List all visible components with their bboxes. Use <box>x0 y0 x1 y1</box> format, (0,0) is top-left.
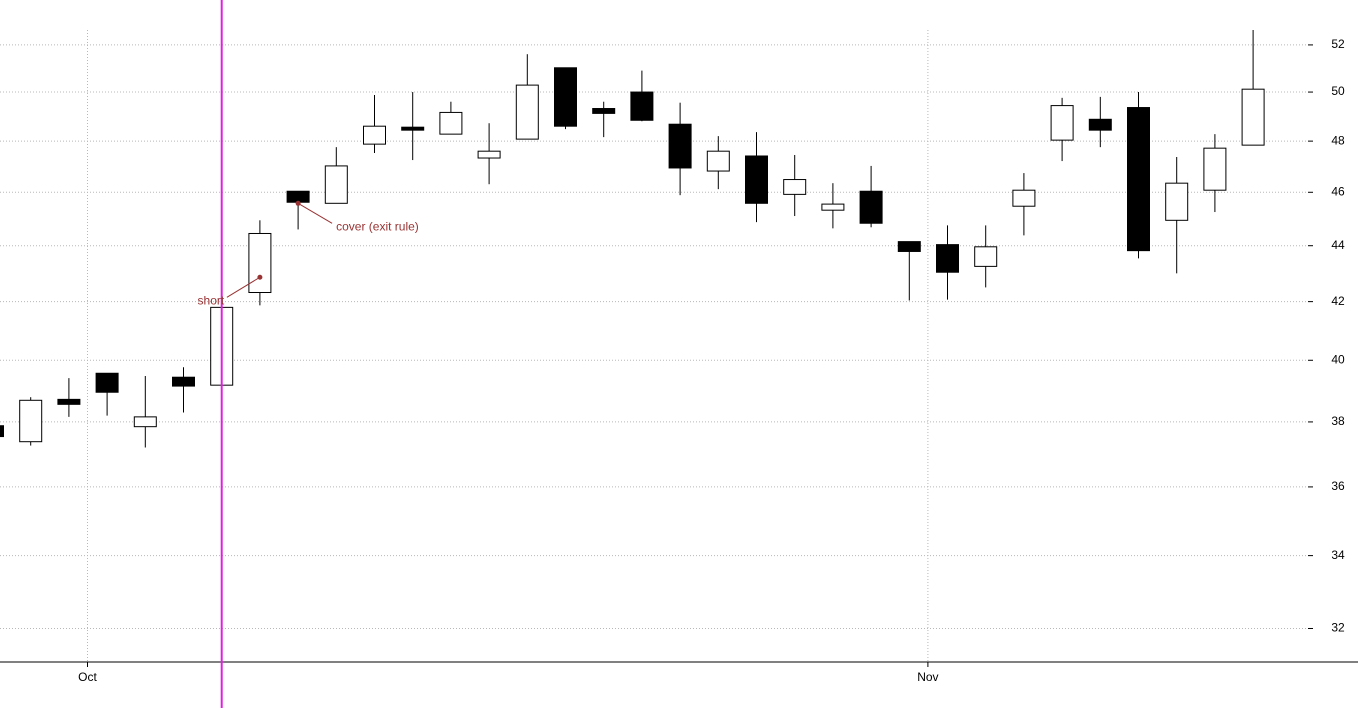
annotation-arrow <box>297 202 333 224</box>
candle-body <box>1088 118 1112 131</box>
candle-body <box>57 398 81 405</box>
candle-body <box>172 376 195 387</box>
candle-body <box>19 399 43 443</box>
candle-body <box>1012 189 1036 207</box>
candle-body <box>668 123 692 169</box>
candle-body <box>592 108 616 114</box>
candle-body <box>133 416 157 428</box>
candle-body <box>706 150 730 172</box>
candle-body <box>515 84 539 140</box>
candle-body <box>286 190 310 203</box>
candle-body <box>439 111 463 135</box>
candle-body <box>1241 88 1265 146</box>
x-tick-label: Oct <box>78 670 97 684</box>
y-tick-label: 52 <box>1331 37 1345 51</box>
candle-body <box>477 150 501 159</box>
candle-body <box>1165 182 1189 221</box>
candle-body <box>936 244 959 273</box>
y-tick-label: 34 <box>1331 548 1345 562</box>
y-tick-label: 40 <box>1331 352 1345 366</box>
candle-body <box>630 91 654 121</box>
candle-body <box>554 67 577 127</box>
annotation-label: short <box>198 293 225 307</box>
candle-body <box>897 241 921 252</box>
y-tick-label: 42 <box>1331 294 1345 308</box>
annotation-arrow <box>226 276 261 298</box>
annotation-point <box>295 200 301 206</box>
y-tick-label: 36 <box>1331 479 1345 493</box>
candle-body <box>401 126 425 131</box>
x-tick-label: Nov <box>917 670 938 684</box>
y-tick-label: 38 <box>1331 414 1345 428</box>
y-tick-label: 46 <box>1331 184 1345 198</box>
y-tick-label: 32 <box>1331 621 1345 635</box>
candle-body <box>859 190 883 224</box>
y-tick-label: 50 <box>1331 84 1345 98</box>
candle-body <box>745 155 768 204</box>
candle-body <box>974 246 998 267</box>
annotation-point <box>257 274 263 280</box>
y-tick-label: 44 <box>1331 238 1345 252</box>
candle-body <box>1050 105 1074 141</box>
candle-body <box>363 125 386 145</box>
candle-body <box>0 425 4 438</box>
candle-body <box>324 165 348 204</box>
candle-body <box>1127 107 1150 252</box>
candle-body <box>783 179 807 195</box>
annotation-label: cover (exit rule) <box>336 219 419 233</box>
candle-body <box>248 232 272 294</box>
candle-body <box>821 203 845 211</box>
y-tick-label: 48 <box>1331 133 1345 147</box>
candle-body <box>95 372 119 393</box>
candle-body <box>1203 147 1227 191</box>
